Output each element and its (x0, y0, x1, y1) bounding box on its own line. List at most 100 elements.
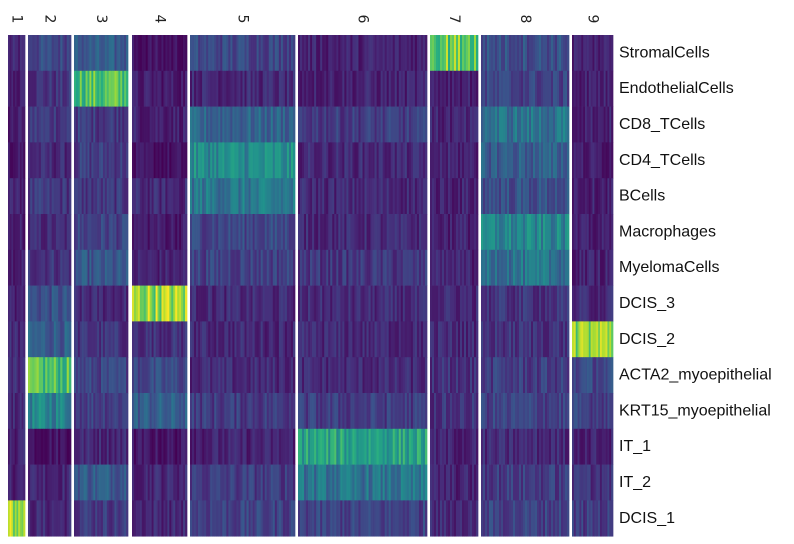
heatmap-cell (132, 70, 135, 107)
heatmap-cell (513, 500, 516, 537)
heatmap-cell (507, 500, 510, 537)
heatmap-cell (310, 321, 313, 358)
heatmap-cell (58, 70, 61, 107)
heatmap-cell (414, 464, 418, 501)
heatmap-cell (416, 249, 420, 286)
heatmap-cell (30, 106, 33, 143)
heatmap-cell (531, 70, 534, 107)
heatmap-cell (268, 178, 272, 215)
heatmap-cell (362, 249, 365, 286)
heatmap-cell (308, 249, 311, 286)
heatmap-cell (53, 464, 57, 501)
heatmap-cell (485, 142, 488, 179)
heatmap-cell (316, 70, 319, 107)
heatmap-cell (112, 35, 115, 72)
heatmap-cell (75, 500, 79, 537)
heatmap-cell (196, 393, 199, 430)
heatmap-cell (567, 500, 570, 537)
heatmap-cell (306, 428, 309, 465)
heatmap-cell (292, 500, 296, 537)
heatmap-cell (557, 142, 560, 179)
heatmap-cell (244, 178, 247, 215)
heatmap-cell (456, 35, 459, 72)
cluster-label-7: 7 (446, 15, 462, 24)
heatmap-cell (262, 500, 266, 537)
heatmap-cell (487, 70, 490, 107)
heatmap-cell (458, 321, 461, 358)
heatmap-cell (60, 321, 63, 358)
heatmap-cell (102, 35, 106, 72)
heatmap-cell (442, 464, 445, 501)
heatmap-cell (280, 35, 284, 72)
heatmap-cell (596, 393, 599, 430)
heatmap-cell (485, 70, 488, 107)
heatmap-cell (565, 500, 568, 537)
heatmap-cell (21, 249, 24, 286)
heatmap-cell (124, 35, 127, 72)
heatmap-cell (583, 464, 586, 501)
heatmap-cell (306, 464, 309, 501)
heatmap-cell (85, 35, 88, 72)
heatmap-cell (495, 285, 498, 322)
heatmap-cell (470, 428, 473, 465)
heatmap-cell (252, 393, 255, 430)
heatmap-cell (588, 214, 591, 251)
heatmap-cell (489, 393, 492, 430)
heatmap-cell (171, 70, 174, 107)
heatmap-cell (298, 70, 301, 107)
heatmap-cell (344, 178, 347, 215)
heatmap-cell (139, 357, 143, 394)
heatmap-cell (388, 35, 392, 72)
heatmap-cell (242, 428, 245, 465)
heatmap-cell (161, 428, 164, 465)
heatmap-cell (292, 464, 296, 501)
heatmap-cell (81, 464, 84, 501)
heatmap-cell (228, 464, 231, 501)
heatmap-cell (262, 321, 266, 358)
heatmap-cell (206, 70, 209, 107)
heatmap-cell (13, 285, 16, 322)
heatmap-cell (224, 142, 227, 179)
heatmap-cell (149, 321, 152, 358)
heatmap-cell (320, 214, 323, 251)
heatmap-cell (324, 321, 327, 358)
heatmap-cell (533, 428, 536, 465)
heatmap-cell (368, 142, 371, 179)
heatmap-cell (75, 357, 79, 394)
heatmap-cell (336, 214, 339, 251)
heatmap-cell (232, 464, 235, 501)
heatmap-cell (43, 285, 46, 322)
heatmap-cell (525, 178, 528, 215)
heatmap-cell (436, 321, 439, 358)
heatmap-cell (424, 249, 428, 286)
heatmap-cell (368, 393, 371, 430)
heatmap-cell (388, 70, 392, 107)
heatmap-cell (58, 321, 61, 358)
heatmap-cell (66, 285, 70, 322)
heatmap-cell (133, 35, 137, 72)
heatmap-cell (244, 500, 247, 537)
heatmap-cell (511, 393, 514, 430)
heatmap-cell (185, 178, 188, 215)
heatmap-cell (53, 106, 57, 143)
heatmap-cell (533, 393, 536, 430)
heatmap-cell (458, 106, 461, 143)
heatmap-cell (436, 393, 439, 430)
heatmap-cell (179, 106, 182, 143)
heatmap-cell (410, 285, 414, 322)
heatmap-cell (302, 464, 305, 501)
heatmap-cell (324, 214, 327, 251)
heatmap-cell (599, 178, 603, 215)
heatmap-cell (334, 214, 337, 251)
heatmap-cell (549, 70, 552, 107)
heatmap-cell (541, 249, 544, 286)
heatmap-cell (588, 249, 591, 286)
heatmap-cell (491, 393, 494, 430)
heatmap-cell (567, 249, 570, 286)
heatmap-cell (286, 35, 290, 72)
heatmap-cell (139, 70, 143, 107)
heatmap-cell (190, 393, 193, 430)
heatmap-cell (523, 464, 526, 501)
heatmap-cell (292, 249, 296, 286)
heatmap-cell (9, 393, 12, 430)
